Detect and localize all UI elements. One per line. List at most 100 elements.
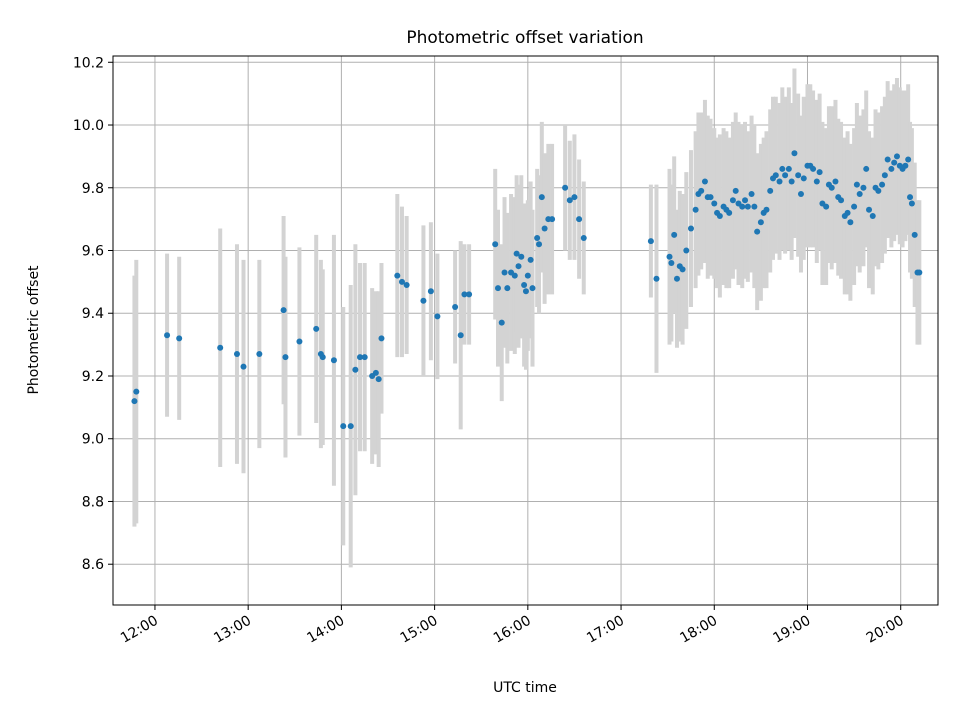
x-axis-label: UTC time	[493, 680, 557, 696]
y-tick-label: 9.6	[82, 244, 104, 260]
data-point	[866, 206, 873, 213]
data-point	[916, 269, 923, 276]
data-point	[562, 184, 569, 191]
data-point	[513, 250, 520, 257]
y-tick-label: 9.2	[82, 369, 104, 385]
data-point	[280, 307, 287, 314]
data-point	[729, 197, 736, 204]
data-point	[726, 209, 733, 216]
data-point	[891, 159, 898, 166]
data-point	[495, 285, 501, 292]
data-point	[707, 194, 714, 201]
data-point	[536, 241, 543, 248]
plot-frame	[112, 55, 939, 606]
data-point	[687, 225, 694, 232]
data-point	[515, 263, 522, 270]
data-point	[361, 354, 368, 361]
data-point	[534, 234, 541, 241]
data-point	[133, 388, 140, 395]
data-point	[791, 150, 798, 157]
data-point	[319, 354, 326, 361]
data-point	[772, 172, 779, 179]
data-point	[860, 184, 867, 191]
data-point	[498, 319, 505, 326]
y-tick-label: 8.6	[82, 557, 104, 573]
data-point	[844, 209, 851, 216]
data-point	[711, 200, 718, 207]
data-point	[797, 191, 804, 198]
data-point	[217, 344, 224, 351]
data-point	[666, 253, 673, 260]
data-point	[902, 162, 909, 169]
data-point	[492, 241, 499, 248]
data-point	[566, 197, 573, 204]
data-point	[394, 272, 401, 279]
data-point	[313, 325, 320, 332]
data-point	[527, 256, 534, 263]
data-point	[692, 206, 699, 213]
data-point	[782, 172, 789, 179]
data-point	[701, 178, 708, 185]
data-point	[893, 153, 900, 160]
data-point	[754, 228, 761, 235]
y-tick-label: 8.8	[82, 494, 104, 510]
data-point	[716, 212, 723, 219]
data-point	[347, 423, 354, 430]
data-point	[131, 398, 138, 405]
data-point	[571, 194, 578, 201]
data-point	[357, 354, 364, 361]
data-point	[518, 253, 525, 260]
data-point	[869, 212, 876, 219]
data-point	[282, 354, 289, 361]
data-point	[378, 335, 385, 342]
data-point	[683, 247, 690, 254]
data-point	[795, 172, 802, 179]
y-tick-label: 9.8	[82, 181, 104, 197]
y-axis-ticks: 8.6 8.8 9.0 9.2 9.4 9.6 9.8 10.0 10.2	[73, 55, 113, 573]
data-point	[698, 187, 705, 194]
data-point	[763, 206, 770, 213]
data-points	[131, 150, 923, 430]
data-point	[744, 203, 751, 210]
data-point	[757, 219, 764, 226]
data-point	[352, 366, 359, 373]
data-point	[375, 376, 382, 383]
data-point	[420, 297, 427, 304]
data-point	[673, 275, 680, 282]
data-point	[541, 225, 548, 232]
data-point	[653, 275, 660, 282]
data-point	[511, 272, 518, 279]
y-axis-label: Photometric offset	[26, 265, 42, 395]
data-point	[813, 178, 820, 185]
data-point	[461, 291, 468, 298]
data-point	[888, 165, 895, 172]
data-point	[823, 203, 830, 210]
data-point	[549, 216, 556, 223]
data-point	[748, 191, 755, 198]
data-point	[908, 200, 915, 207]
data-point	[832, 178, 839, 185]
data-point	[452, 303, 459, 310]
data-point	[828, 184, 835, 191]
data-point	[742, 197, 749, 204]
data-point	[240, 363, 247, 370]
data-point	[853, 181, 860, 188]
y-tick-label: 10.0	[73, 118, 104, 134]
data-point	[671, 231, 678, 238]
data-point	[176, 335, 183, 342]
data-point	[504, 285, 511, 292]
data-point	[838, 197, 845, 204]
y-tick-label: 10.2	[73, 55, 104, 71]
data-point	[856, 191, 863, 198]
data-point	[810, 165, 817, 172]
data-point	[576, 216, 583, 223]
data-point	[580, 234, 587, 241]
data-point	[779, 165, 786, 172]
data-point	[881, 172, 888, 179]
data-point	[164, 332, 171, 339]
data-point	[398, 278, 405, 285]
data-point	[522, 288, 529, 295]
data-point	[863, 165, 870, 172]
data-point	[800, 175, 807, 182]
